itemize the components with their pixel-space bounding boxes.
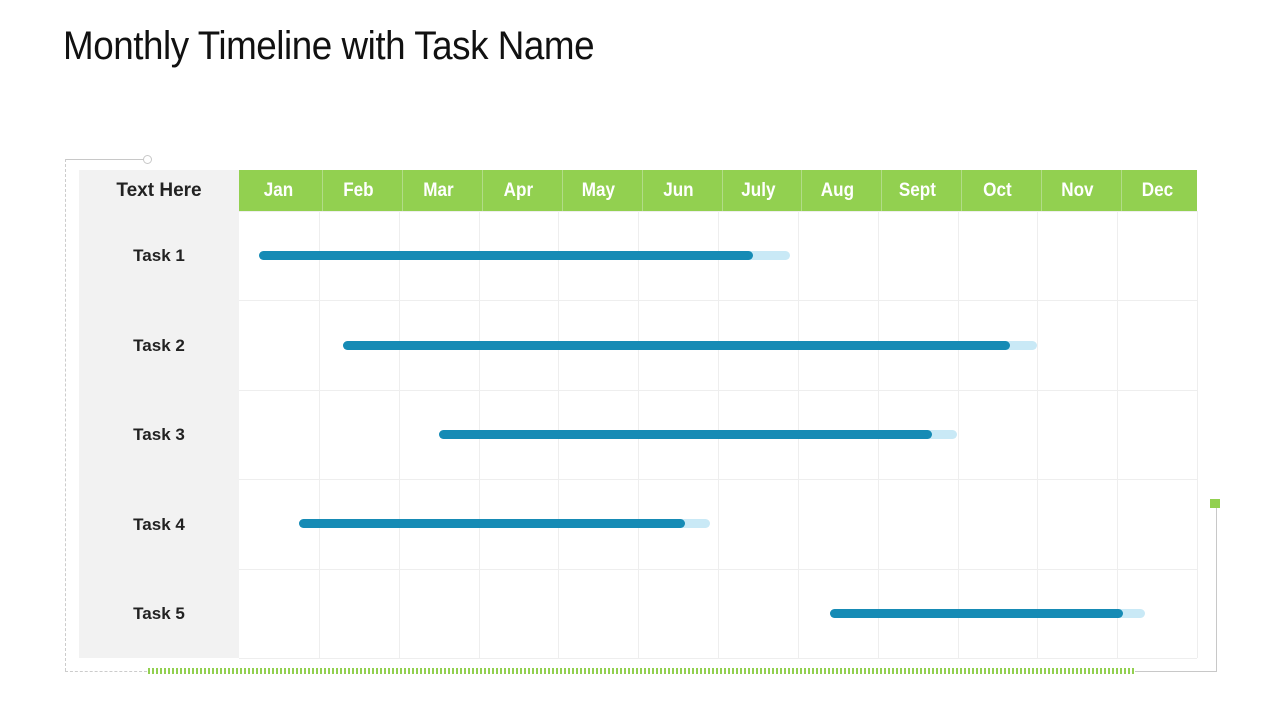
month-oct: Oct — [961, 170, 1033, 211]
task-bar-progress — [438, 430, 932, 439]
grid-column-line — [1197, 211, 1198, 658]
grid-row-line — [239, 389, 1197, 391]
task-label-3: Task 3 — [133, 424, 185, 444]
decorative-line-bottom-right — [1135, 671, 1216, 672]
month-dec: Dec — [1121, 170, 1193, 211]
page-title: Monthly Timeline with Task Name — [63, 24, 595, 68]
grid-column-line — [398, 211, 400, 658]
grid-column-line — [1037, 211, 1039, 658]
decorative-line-left — [65, 159, 66, 671]
month-nov: Nov — [1041, 170, 1113, 211]
decorative-line-top — [65, 159, 145, 160]
grid-row-line — [239, 568, 1197, 570]
task-bar-progress — [258, 251, 753, 261]
month-july: July — [721, 170, 794, 211]
month-may: May — [561, 170, 634, 211]
month-jun: Jun — [641, 170, 714, 211]
month-mar: Mar — [401, 170, 474, 211]
header-label: Text Here — [116, 179, 202, 201]
grid-row-line — [239, 658, 1197, 659]
task-label-5: Task 5 — [133, 603, 185, 623]
timeline-table: Text Here Jan Feb Mar Apr May Jun July A… — [79, 170, 1198, 659]
grid-row-line — [239, 300, 1197, 302]
task-label-4: Task 4 — [133, 514, 185, 534]
decorative-circle — [143, 155, 152, 164]
month-jan: Jan — [263, 179, 294, 201]
month-header-row: Jan Feb Mar Apr May Jun July Aug Sept Oc… — [239, 170, 1197, 211]
task-label-2: Task 2 — [133, 335, 185, 355]
grid-column-line — [957, 211, 959, 658]
month-feb: Feb — [321, 170, 394, 211]
decorative-line-bottom-left — [65, 671, 147, 672]
decorative-green-square — [1210, 499, 1220, 508]
task-bar-progress — [342, 340, 1010, 350]
grid-row-line — [239, 479, 1197, 481]
grid-column-line — [318, 211, 320, 658]
month-sept: Sept — [881, 170, 953, 211]
timeline-grid — [239, 211, 1198, 659]
decorative-green-stripe — [148, 668, 1135, 674]
decorative-line-right — [1216, 508, 1217, 672]
task-label-column — [79, 170, 239, 658]
month-aug: Aug — [801, 170, 873, 211]
task-bar-progress — [298, 519, 686, 529]
task-bar-progress — [829, 608, 1124, 618]
grid-column-line — [1117, 211, 1119, 658]
month-apr: Apr — [481, 170, 554, 211]
task-label-1: Task 1 — [133, 245, 185, 265]
grid-row-line — [239, 211, 1197, 212]
